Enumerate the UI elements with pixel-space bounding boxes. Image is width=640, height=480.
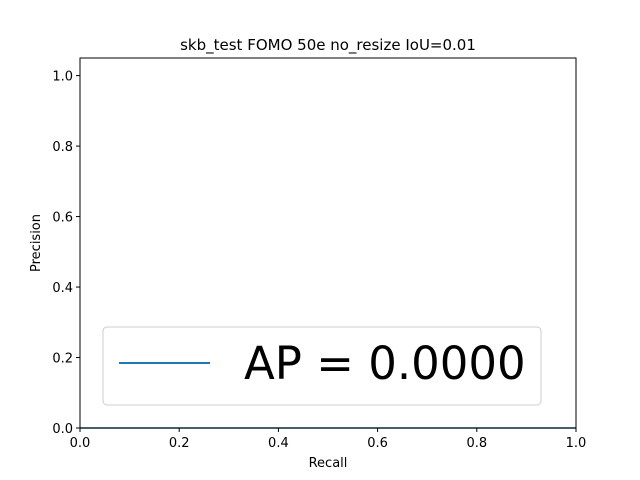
x-tick-label: 0.0: [70, 436, 91, 451]
x-tick-label: 0.2: [169, 436, 190, 451]
x-tick-label: 0.4: [268, 436, 289, 451]
legend-box: [102, 326, 542, 406]
x-axis: 0.0 0.2 0.4 0.6 0.8 1.0: [70, 428, 587, 451]
plot-frame: [79, 57, 577, 429]
y-tick-label: 0.2: [52, 352, 73, 367]
x-tick-label: 0.8: [466, 436, 487, 451]
y-axis-label: Precision: [29, 214, 44, 272]
chart-title: skb_test FOMO 50e no_resize IoU=0.01: [180, 36, 476, 55]
legend: AP = 0.0000: [102, 326, 542, 406]
y-tick-label: 0.8: [52, 140, 73, 155]
y-axis: 0.0 0.2 0.4 0.6 0.8 1.0: [52, 70, 80, 437]
y-tick-label: 0.4: [52, 281, 73, 296]
x-tick-label: 0.6: [367, 436, 388, 451]
y-tick-label: 0.0: [52, 422, 73, 437]
y-tick-label: 0.6: [52, 211, 73, 226]
x-axis-label: Recall: [309, 456, 348, 471]
x-tick-label: 1.0: [566, 436, 587, 451]
y-tick-label: 1.0: [52, 70, 73, 85]
legend-label: AP = 0.0000: [244, 337, 526, 390]
